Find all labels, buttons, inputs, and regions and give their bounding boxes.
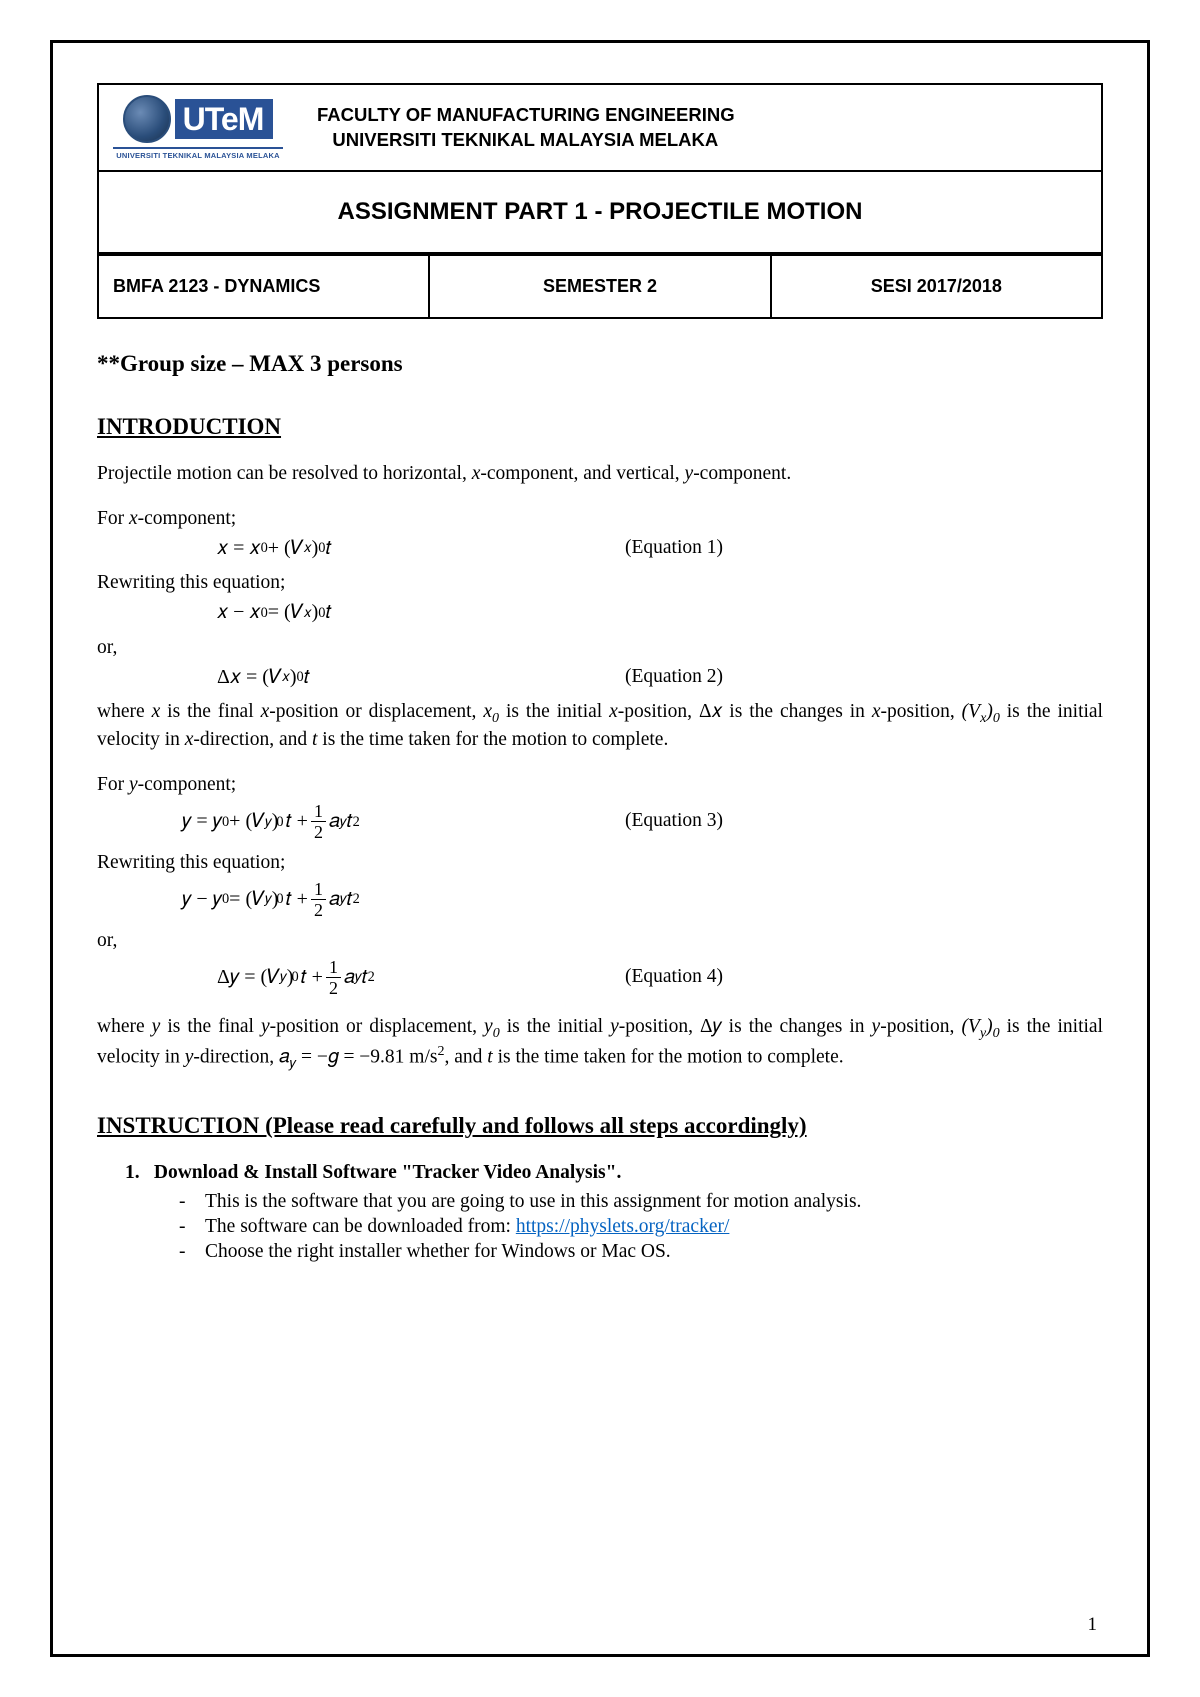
introduction-heading: INTRODUCTION (97, 412, 1103, 441)
equation-3b: 𝑦 − 𝑦0 = (𝑉𝑦)0𝑡 + 12𝑎𝑦𝑡2 (97, 880, 1103, 919)
instruction-step-1: 1. Download & Install Software "Tracker … (125, 1161, 1103, 1186)
logo-cell: UTeM UNIVERSITI TEKNIKAL MALAYSIA MELAKA (98, 84, 297, 171)
content-body: **Group size – MAX 3 persons INTRODUCTIO… (97, 349, 1103, 1265)
instruction-heading: INSTRUCTION (Please read carefully and f… (97, 1111, 1103, 1140)
rewriting-2: Rewriting this equation; (97, 851, 1103, 876)
assignment-title: ASSIGNMENT PART 1 - PROJECTILE MOTION (98, 171, 1102, 253)
equation-3: 𝑦 = 𝑦0 + (𝑉𝑦)0𝑡 + 12𝑎𝑦𝑡2 (Equation 3) (97, 802, 1103, 841)
bullet-1: -This is the software that you are going… (179, 1190, 1103, 1215)
rewriting-1: Rewriting this equation; (97, 571, 1103, 596)
bullet-2: -The software can be downloaded from: ht… (179, 1215, 1103, 1240)
tracker-link[interactable]: https://physlets.org/tracker/ (516, 1216, 730, 1237)
faculty-line1: FACULTY OF MANUFACTURING ENGINEERING (317, 104, 735, 125)
session: SESI 2017/2018 (771, 255, 1102, 318)
intro-paragraph: Projectile motion can be resolved to hor… (97, 462, 1103, 487)
x-description: where x is the final x-position or displ… (97, 700, 1103, 753)
equation-1: 𝑥 = 𝑥0 + (𝑉𝑥)0𝑡 (Equation 1) (97, 536, 1103, 562)
for-y-label: For y-component; (97, 773, 1103, 798)
course-code: BMFA 2123 - DYNAMICS (98, 255, 429, 318)
group-size-note: **Group size – MAX 3 persons (97, 349, 1103, 378)
or-2: or, (97, 929, 1103, 954)
equation-1b: 𝑥 − 𝑥0 = (𝑉𝑥)0𝑡 (97, 600, 1103, 626)
step-title: Download & Install Software "Tracker Vid… (154, 1162, 621, 1183)
eq4-label: (Equation 4) (625, 965, 1103, 990)
equation-4: Δ𝑦 = (𝑉𝑦)0𝑡 + 12𝑎𝑦𝑡2 (Equation 4) (97, 958, 1103, 997)
y-description: where y is the final y-position or displ… (97, 1015, 1103, 1073)
utem-seal-icon (123, 95, 171, 143)
logo-subtitle: UNIVERSITI TEKNIKAL MALAYSIA MELAKA (116, 151, 279, 160)
info-table: BMFA 2123 - DYNAMICS SEMESTER 2 SESI 201… (97, 254, 1103, 319)
eq2-label: (Equation 2) (625, 665, 1103, 690)
for-x-label: For x-component; (97, 507, 1103, 532)
or-1: or, (97, 636, 1103, 661)
semester: SEMESTER 2 (429, 255, 770, 318)
bullet-3: -Choose the right installer whether for … (179, 1240, 1103, 1265)
equation-2: Δ𝑥 = (𝑉𝑥)0𝑡 (Equation 2) (97, 665, 1103, 691)
eq3-label: (Equation 3) (625, 809, 1103, 834)
step-number: 1. (125, 1161, 149, 1186)
header-table: UTeM UNIVERSITI TEKNIKAL MALAYSIA MELAKA… (97, 83, 1103, 254)
faculty-cell: FACULTY OF MANUFACTURING ENGINEERING UNI… (297, 84, 1102, 171)
eq1-label: (Equation 1) (625, 536, 1103, 561)
document-page: UTeM UNIVERSITI TEKNIKAL MALAYSIA MELAKA… (0, 0, 1200, 1697)
utem-logo-text: UTeM (175, 99, 274, 139)
page-number: 1 (1088, 1614, 1098, 1636)
faculty-line2: UNIVERSITI TEKNIKAL MALAYSIA MELAKA (332, 129, 718, 150)
page-border: UTeM UNIVERSITI TEKNIKAL MALAYSIA MELAKA… (50, 40, 1150, 1657)
